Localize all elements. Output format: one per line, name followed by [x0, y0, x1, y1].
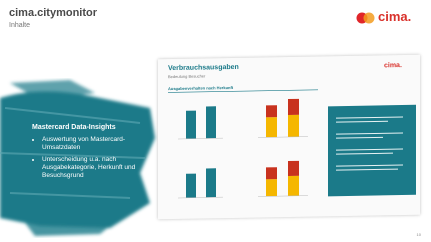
logo-circles — [355, 11, 377, 25]
slide-thumbnail: Verbrauchsausgaben Bedeutung Besucher ci… — [158, 55, 420, 220]
subtitle: Inhalte — [9, 22, 30, 29]
page-number: 10 — [417, 232, 421, 237]
bullet: Unterscheidung u.a. nach Ausgabekategori… — [42, 156, 150, 180]
slide: cima.citymonitor Inhalte cima. Mastercar… — [0, 0, 431, 242]
bullet-list: Auswertung von Mastercard-Umsatzdaten Un… — [32, 136, 150, 180]
panel-heading: Mastercard Data-Insights — [32, 124, 150, 132]
logo: cima. — [378, 9, 411, 24]
panel: Mastercard Data-Insights Auswertung von … — [32, 124, 150, 184]
thumb-graphics — [158, 55, 420, 220]
bullet: Auswertung von Mastercard-Umsatzdaten — [42, 136, 150, 152]
title: cima.citymonitor — [9, 7, 97, 19]
